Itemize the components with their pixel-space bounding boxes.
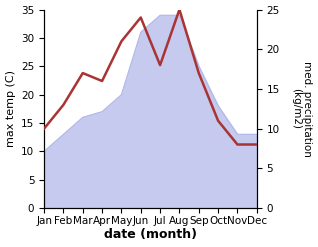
X-axis label: date (month): date (month) [104, 228, 197, 242]
Y-axis label: max temp (C): max temp (C) [5, 70, 16, 147]
Y-axis label: med. precipitation
(kg/m2): med. precipitation (kg/m2) [291, 61, 313, 157]
